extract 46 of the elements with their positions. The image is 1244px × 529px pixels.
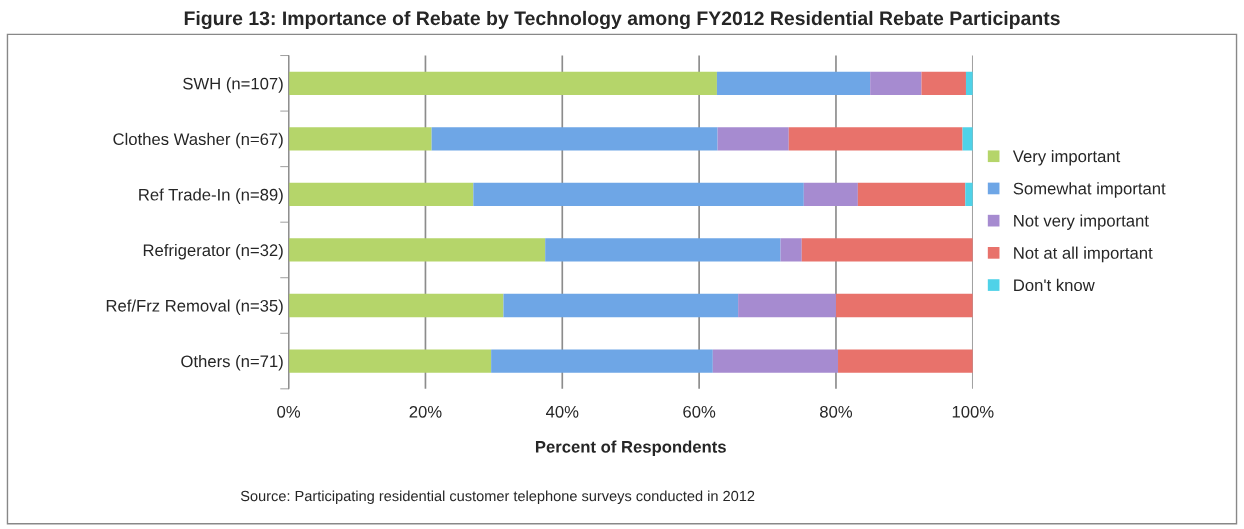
bar bbox=[288, 71, 717, 95]
y-tick-label: Refrigerator (n=32) bbox=[143, 243, 283, 260]
bar bbox=[288, 182, 474, 207]
bar bbox=[803, 182, 858, 207]
bar bbox=[712, 349, 839, 373]
x-tick-label: 80% bbox=[820, 405, 853, 418]
bar bbox=[838, 349, 973, 373]
bar bbox=[503, 293, 739, 318]
x-tick-label: 20% bbox=[409, 405, 442, 418]
x-tick-label: 100% bbox=[952, 405, 994, 418]
bar bbox=[473, 182, 804, 207]
y-tick-label: Ref/Frz Removal (n=35) bbox=[106, 299, 283, 315]
bar bbox=[835, 293, 973, 318]
bar bbox=[738, 293, 836, 318]
y-tick-label: Others (n=71) bbox=[181, 355, 283, 371]
bar bbox=[780, 238, 802, 262]
bar bbox=[431, 127, 718, 151]
bar bbox=[545, 238, 781, 262]
chart-title: Figure 13: Importance of Rebate by Technology among FY2012 Residential Rebate Participants bbox=[184, 10, 1060, 30]
bar bbox=[965, 182, 973, 207]
bar bbox=[491, 349, 713, 373]
bar bbox=[288, 238, 546, 262]
x-tick-label: 40% bbox=[545, 405, 579, 418]
bar bbox=[288, 127, 432, 151]
bar bbox=[288, 349, 492, 373]
bar bbox=[801, 238, 973, 262]
bar bbox=[717, 127, 789, 151]
x-tick-label: 60% bbox=[683, 405, 716, 418]
x-axis-title: Percent of Respondents bbox=[535, 440, 726, 456]
bar bbox=[921, 71, 966, 95]
bar bbox=[870, 71, 922, 95]
legend-label: Not at all important bbox=[1014, 246, 1153, 263]
legend-label: Don't know bbox=[1014, 278, 1095, 292]
legend-label: Very important bbox=[1012, 150, 1121, 166]
y-tick-label: Ref Trade-In (n=89) bbox=[139, 188, 283, 204]
bar bbox=[288, 293, 504, 318]
bar bbox=[857, 182, 966, 207]
bar bbox=[962, 127, 973, 151]
legend-label: Not very important bbox=[1014, 214, 1149, 230]
source-note: Source: Participating residential customer telephone surveys conducted in 2012 bbox=[240, 490, 755, 505]
legend-label: Somewhat important bbox=[1013, 182, 1166, 198]
bar bbox=[788, 127, 963, 151]
y-tick-label: SWH (n=107) bbox=[183, 77, 283, 93]
x-tick-label: 0% bbox=[277, 405, 301, 418]
y-tick-label: Clothes Washer (n=67) bbox=[113, 132, 283, 149]
bar bbox=[716, 71, 871, 95]
